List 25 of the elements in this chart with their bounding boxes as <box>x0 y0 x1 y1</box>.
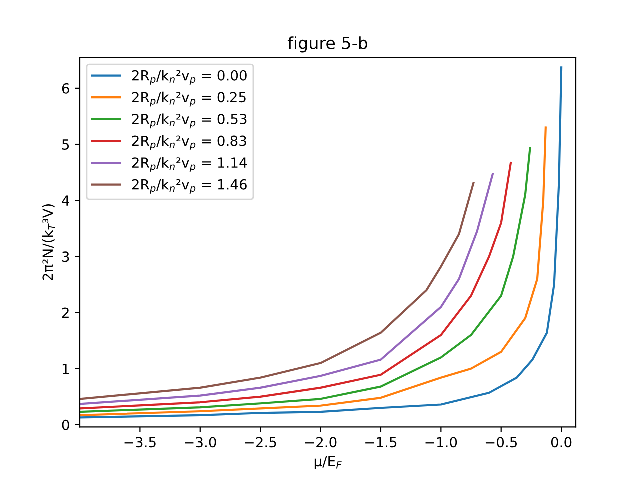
y-axis-title: 2π²N/(k$_{T}$³V) <box>42 204 56 281</box>
legend-label: 2R$_{p}$/k$_{n}$²v$_{p}$ = 1.14 <box>132 157 248 172</box>
y-tick-label: 3 <box>62 252 70 262</box>
x-tick-label: 0.0 <box>551 437 572 448</box>
x-tick-label: −2.0 <box>305 437 337 448</box>
y-tick-label: 4 <box>62 196 70 206</box>
y-tick-label: 1 <box>62 364 69 374</box>
x-tick-label: −3.0 <box>184 437 216 448</box>
legend-label: 2R$_{p}$/k$_{n}$²v$_{p}$ = 0.53 <box>132 114 247 129</box>
line-series <box>80 66 563 419</box>
y-tick-label: 6 <box>62 83 70 94</box>
legend-label: 2R$_{p}$/k$_{n}$²v$_{p}$ = 0.00 <box>132 70 247 85</box>
x-axis-title: μ/E$_{F}$ <box>314 456 342 470</box>
x-tick-label: −1.5 <box>366 437 397 448</box>
x-tick-label: −2.5 <box>245 437 276 448</box>
y-tick-label: 2 <box>62 308 69 318</box>
x-tick-label: −0.5 <box>486 437 518 448</box>
y-tick-label: 5 <box>62 140 70 150</box>
legend-label: 2R$_{p}$/k$_{n}$²v$_{p}$ = 1.46 <box>132 179 247 194</box>
y-tick-label: 0 <box>62 420 70 430</box>
chart-title: figure 5-b <box>288 36 368 53</box>
x-tick-label: −3.5 <box>124 437 156 448</box>
x-tick-label: −1.0 <box>426 437 458 448</box>
legend-label: 2R$_{p}$/k$_{n}$²v$_{p}$ = 0.83 <box>132 136 246 150</box>
legend-label: 2R$_{p}$/k$_{n}$²v$_{p}$ = 0.25 <box>132 92 246 107</box>
